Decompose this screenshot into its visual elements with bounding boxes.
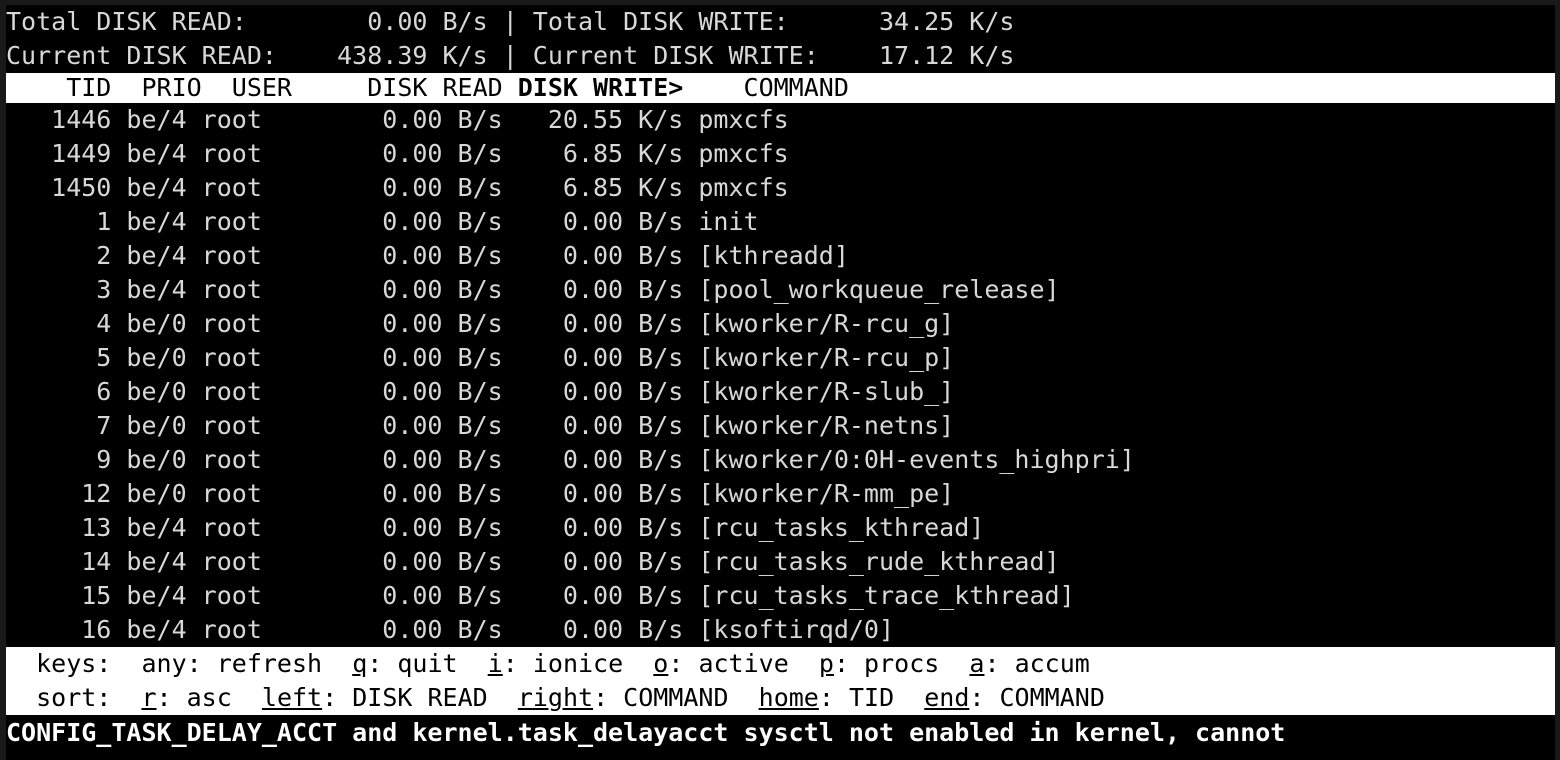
table-row[interactable]: 3 be/4 root 0.00 B/s 0.00 B/s [pool_work… xyxy=(6,273,1555,307)
table-row[interactable]: 6 be/0 root 0.00 B/s 0.00 B/s [kworker/R… xyxy=(6,375,1555,409)
footer-key-quit: : quit xyxy=(367,649,458,678)
footer-key-ionice: : ionice xyxy=(502,649,624,678)
table-header-row[interactable]: TID PRIO USER DISK READ DISK WRITE> COMM… xyxy=(6,73,1555,103)
table-row[interactable]: 1446 be/4 root 0.00 B/s 20.55 K/s pmxcfs xyxy=(6,103,1555,137)
table-row[interactable]: 14 be/4 root 0.00 B/s 0.00 B/s [rcu_task… xyxy=(6,545,1555,579)
hotkey-a[interactable]: a xyxy=(969,649,985,678)
table-header-command-label: COMMAND xyxy=(683,73,849,102)
table-row[interactable]: 12 be/0 root 0.00 B/s 0.00 B/s [kworker/… xyxy=(6,477,1555,511)
spacer xyxy=(322,649,352,678)
table-row[interactable]: 15 be/4 root 0.00 B/s 0.00 B/s [rcu_task… xyxy=(6,579,1555,613)
footer-keys-line[interactable]: keys: any: refresh q: quit i: ionice o: … xyxy=(6,647,1555,681)
footer-sort-left: : DISK READ xyxy=(322,683,488,712)
table-row[interactable]: 13 be/4 root 0.00 B/s 0.00 B/s [rcu_task… xyxy=(6,511,1555,545)
footer-keys-label: keys: xyxy=(6,649,142,678)
table-row[interactable]: 1449 be/4 root 0.00 B/s 6.85 K/s pmxcfs xyxy=(6,137,1555,171)
spacer xyxy=(789,649,819,678)
table-row[interactable]: 1 be/4 root 0.00 B/s 0.00 B/s init xyxy=(6,205,1555,239)
footer-sort-end: : COMMAND xyxy=(969,683,1105,712)
hotkey-right[interactable]: right xyxy=(517,683,594,712)
footer-help: keys: any: refresh q: quit i: ionice o: … xyxy=(6,647,1555,715)
spacer xyxy=(623,649,653,678)
hotkey-home[interactable]: home xyxy=(758,683,819,712)
summary-line-total: Total DISK READ: 0.00 B/s | Total DISK W… xyxy=(6,5,1555,39)
footer-sort-right: : COMMAND xyxy=(593,683,729,712)
table-row[interactable]: 7 be/0 root 0.00 B/s 0.00 B/s [kworker/R… xyxy=(6,409,1555,443)
hotkey-r[interactable]: r xyxy=(141,683,157,712)
table-row[interactable]: 2 be/4 root 0.00 B/s 0.00 B/s [kthreadd] xyxy=(6,239,1555,273)
spacer xyxy=(894,683,924,712)
table-row[interactable]: 16 be/4 root 0.00 B/s 0.00 B/s [ksoftirq… xyxy=(6,613,1555,647)
hotkey-q[interactable]: q xyxy=(352,649,368,678)
spacer xyxy=(232,683,262,712)
summary-block: Total DISK READ: 0.00 B/s | Total DISK W… xyxy=(6,5,1555,73)
iotop-screen: Total DISK READ: 0.00 B/s | Total DISK W… xyxy=(6,5,1555,760)
spacer xyxy=(488,683,518,712)
spacer xyxy=(729,683,759,712)
table-row[interactable]: 1450 be/4 root 0.00 B/s 6.85 K/s pmxcfs xyxy=(6,171,1555,205)
hotkey-end[interactable]: end xyxy=(924,683,970,712)
table-row[interactable]: 5 be/0 root 0.00 B/s 0.00 B/s [kworker/R… xyxy=(6,341,1555,375)
process-list[interactable]: 1446 be/4 root 0.00 B/s 20.55 K/s pmxcfs… xyxy=(6,103,1555,647)
footer-sort-line[interactable]: sort: r: asc left: DISK READ right: COMM… xyxy=(6,681,1555,715)
footer-key-active: : active xyxy=(668,649,789,678)
footer-key-procs: : procs xyxy=(833,649,940,678)
summary-line-current: Current DISK READ: 438.39 K/s | Current … xyxy=(6,39,1555,73)
table-row[interactable]: 9 be/0 root 0.00 B/s 0.00 B/s [kworker/0… xyxy=(6,443,1555,477)
footer-sort-label: sort: xyxy=(6,683,142,712)
spacer xyxy=(939,649,969,678)
table-header-sort-column[interactable]: DISK WRITE> xyxy=(517,73,684,102)
hotkey-i[interactable]: i xyxy=(487,649,503,678)
hotkey-left[interactable]: left xyxy=(261,683,323,712)
spacer xyxy=(458,649,488,678)
table-header-labels: TID PRIO USER DISK READ xyxy=(6,73,518,102)
footer-sort-home: : TID xyxy=(818,683,895,712)
status-message: CONFIG_TASK_DELAY_ACCT and kernel.task_d… xyxy=(6,715,1555,751)
hotkey-p[interactable]: p xyxy=(818,649,834,678)
footer-key-accum: : accum xyxy=(984,649,1090,678)
hotkey-o[interactable]: o xyxy=(653,649,669,678)
table-row[interactable]: 4 be/0 root 0.00 B/s 0.00 B/s [kworker/R… xyxy=(6,307,1555,341)
footer-key-refresh: any: refresh xyxy=(141,649,323,678)
footer-sort-r: : asc xyxy=(156,683,232,712)
